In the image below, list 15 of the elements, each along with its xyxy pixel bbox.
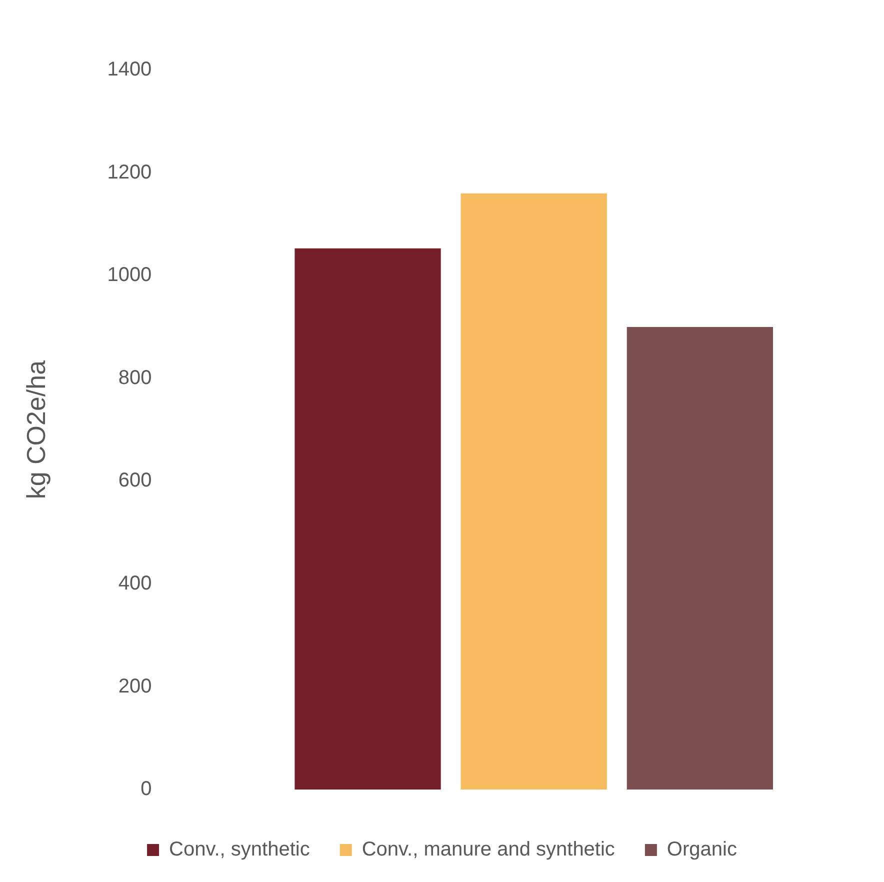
y-tick-label: 400	[118, 572, 152, 595]
y-tick-label: 600	[118, 470, 152, 492]
bar	[294, 248, 441, 790]
y-tick-label: 1200	[107, 161, 152, 184]
y-tick-label: 200	[118, 675, 152, 698]
legend-label: Conv., manure and synthetic	[362, 838, 615, 861]
y-axis-title: kg CO2e/ha	[20, 360, 51, 500]
legend-label: Organic	[666, 838, 737, 861]
y-tick-label: 1000	[107, 264, 152, 286]
legend-label: Conv., synthetic	[169, 838, 310, 861]
bar	[460, 193, 607, 790]
y-tick-label: 1400	[107, 58, 152, 81]
y-tick-label: 0	[140, 778, 152, 800]
bar	[626, 327, 773, 790]
y-tick-label: 800	[118, 366, 152, 389]
